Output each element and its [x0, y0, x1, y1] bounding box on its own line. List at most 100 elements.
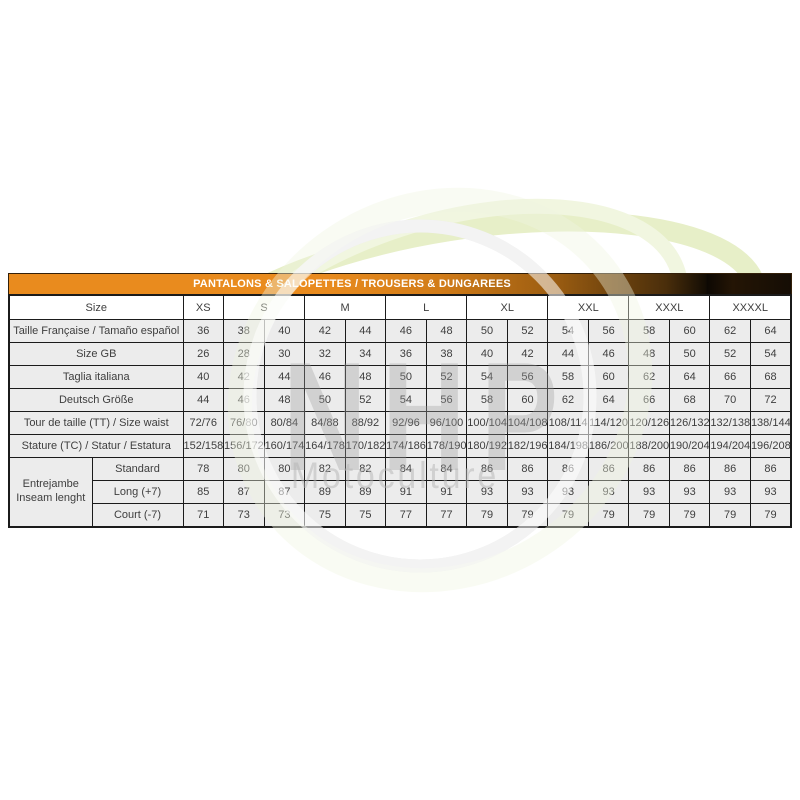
size-cell: 50 [304, 388, 346, 412]
table-row: Taglia italiana 40 42 44 46 48 50 52 54 56 58 60 62 6… [8, 365, 792, 389]
size-cell: 54 [466, 365, 508, 389]
size-cell: 170/182 [344, 434, 387, 458]
size-cell: 178/190 [425, 434, 468, 458]
size-cell: 54 [385, 388, 427, 412]
size-cell: 89 [344, 480, 387, 504]
inseam-label-line1: Entrejambe [22, 478, 79, 491]
size-cell: 60 [506, 388, 549, 412]
table-title-banner: PANTALONS & SALOPETTES / TROUSERS & DUNG… [8, 273, 792, 294]
row-label: Taglia italiana [8, 365, 184, 389]
inseam-label-line2: Inseam lenght [16, 492, 86, 504]
size-cell: 40 [466, 342, 508, 366]
size-cell: 66 [709, 365, 751, 389]
size-cell: 70 [709, 388, 751, 412]
size-cell: 40 [263, 319, 306, 343]
size-cell: 86 [587, 457, 630, 481]
size-cell: 104/108 [506, 411, 549, 435]
table-row: Size GB 26 28 30 32 34 36 38 40 42 44 46 48 50 52 54 [8, 342, 792, 366]
size-cell: 48 [344, 365, 387, 389]
size-cell: 96/100 [425, 411, 468, 435]
size-cell: 108/114 [547, 411, 589, 435]
size-cell: 75 [304, 503, 346, 528]
size-cell: 56 [587, 319, 630, 343]
size-cell: 120/126 [628, 411, 670, 435]
row-sublabel: Standard [91, 457, 184, 481]
size-cell: 86 [709, 457, 751, 481]
size-table: Size XS S M L XL XXL XXXL XXXXL Taille Française … [8, 294, 792, 528]
size-cell: 30 [263, 342, 306, 366]
size-cell: 138/144 [749, 411, 792, 435]
size-cell: 52 [506, 319, 549, 343]
size-cell: 58 [628, 319, 670, 343]
table-row: Court (-7) 71 73 73 75 75 77 77 79 79 79 79 79 79 79 79 [9, 503, 792, 528]
size-cell: 93 [506, 480, 549, 504]
size-group-header: M [304, 294, 387, 320]
size-cell: 46 [385, 319, 427, 343]
size-cell: 32 [304, 342, 346, 366]
size-cell: 80 [223, 457, 265, 481]
size-cell: 64 [587, 388, 630, 412]
size-cell: 56 [425, 388, 468, 412]
size-cell: 58 [466, 388, 508, 412]
size-cell: 79 [709, 503, 751, 528]
size-cell: 60 [668, 319, 711, 343]
size-cell: 79 [628, 503, 670, 528]
size-cell: 68 [749, 365, 792, 389]
size-cell: 73 [223, 503, 265, 528]
size-cell: 34 [344, 342, 387, 366]
size-cell: 64 [668, 365, 711, 389]
size-cell: 48 [628, 342, 670, 366]
size-cell: 132/138 [709, 411, 751, 435]
row-label: Deutsch Größe [8, 388, 184, 412]
table-row: Tour de taille (TT) / Size waist 72/76 76/… [8, 411, 792, 435]
size-cell: 50 [668, 342, 711, 366]
size-cell: 36 [385, 342, 427, 366]
size-cell: 76/80 [223, 411, 265, 435]
size-cell: 80/84 [263, 411, 306, 435]
size-cell: 77 [425, 503, 468, 528]
size-cell: 72/76 [182, 411, 225, 435]
size-cell: 93 [466, 480, 508, 504]
size-cell: 28 [223, 342, 265, 366]
size-cell: 84 [425, 457, 468, 481]
size-cell: 62 [709, 319, 751, 343]
size-cell: 73 [263, 503, 306, 528]
size-cell: 46 [304, 365, 346, 389]
size-group-header: XXXXL [709, 294, 792, 320]
row-sublabel: Court (-7) [91, 503, 184, 528]
size-cell: 38 [223, 319, 265, 343]
size-cell: 44 [344, 319, 387, 343]
row-label: Taille Française / Tamaño español [8, 319, 184, 343]
size-cell: 42 [304, 319, 346, 343]
size-cell: 66 [628, 388, 670, 412]
size-cell: 84 [385, 457, 427, 481]
size-cell: 62 [628, 365, 670, 389]
size-cell: 60 [587, 365, 630, 389]
size-group-header: L [385, 294, 468, 320]
size-cell: 186/200 [587, 434, 630, 458]
size-cell: 79 [749, 503, 792, 528]
size-cell: 36 [182, 319, 225, 343]
size-cell: 89 [304, 480, 346, 504]
inseam-group-label: Entrejambe Inseam lenght [8, 457, 93, 528]
size-cell: 87 [223, 480, 265, 504]
size-cell: 77 [385, 503, 427, 528]
size-cell: 64 [749, 319, 792, 343]
size-cell: 52 [425, 365, 468, 389]
size-cell: 86 [547, 457, 589, 481]
size-cell: 44 [547, 342, 589, 366]
size-cell: 88/92 [344, 411, 387, 435]
size-cell: 86 [466, 457, 508, 481]
size-header-row: Size XS S M L XL XXL XXXL XXXXL [8, 294, 792, 320]
size-cell: 52 [709, 342, 751, 366]
size-cell: 156/172 [223, 434, 265, 458]
size-cell: 93 [749, 480, 792, 504]
size-cell: 93 [628, 480, 670, 504]
size-cell: 84/88 [304, 411, 346, 435]
size-cell: 79 [466, 503, 508, 528]
size-cell: 86 [628, 457, 670, 481]
size-cell: 93 [709, 480, 751, 504]
size-group-header: XL [466, 294, 549, 320]
size-cell: 82 [344, 457, 387, 481]
size-cell: 52 [344, 388, 387, 412]
